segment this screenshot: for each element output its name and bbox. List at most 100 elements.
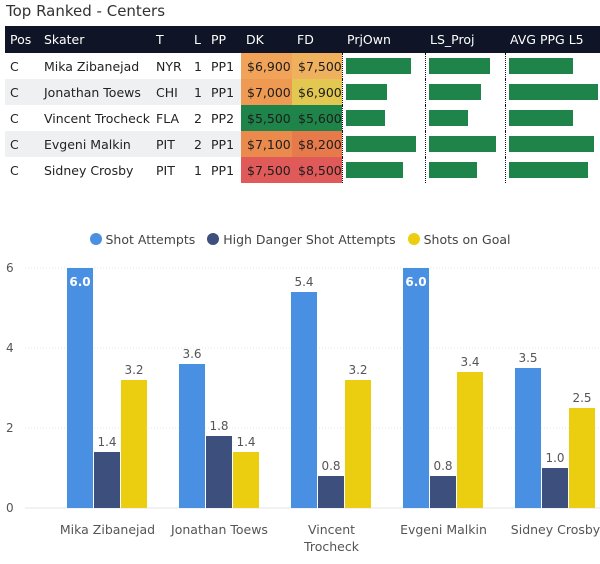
col-header-pp[interactable]: PP [206, 26, 241, 53]
legend-label: High Danger Shot Attempts [223, 232, 396, 247]
legend-item-shot-attempts[interactable]: Shot Attempts [89, 232, 195, 247]
cell-line: 2 [194, 110, 202, 126]
ls-proj-data-bar [428, 84, 481, 100]
avg-ppg-l5-data-bar [508, 136, 594, 152]
shots-bar-chart: 0 2 4 6 6.0 1.4 3.2 Mika Zibanejad 3.6 1.8 1.4 Jona… [6, 261, 600, 554]
bar-2-1 [233, 452, 259, 508]
col-header-skater[interactable]: Skater [39, 26, 151, 53]
cell-prjown-bar [341, 131, 425, 157]
table-row[interactable]: C Evgeni Malkin PIT 2 PP1 $7,100 $8,200 [5, 131, 600, 157]
cell-prjown-bar [341, 157, 425, 183]
cell-pp: PP1 [206, 131, 241, 157]
cell-dk-salary: $7,000 [241, 79, 292, 105]
cell-line: 1 [194, 162, 202, 178]
cell-team: PIT [151, 131, 189, 157]
cell-ls-proj-bar [424, 131, 505, 157]
cell-ls-proj-bar [424, 53, 505, 79]
cell-prjown-bar [341, 105, 425, 131]
bar-1-1 [206, 436, 232, 508]
cell-pos: C [5, 79, 39, 105]
bar-0-1 [179, 364, 205, 508]
x-tick-label: Sidney Crosby [511, 522, 600, 537]
table-header-row: Pos Skater T L PP DK FD PrjOwn LS_Proj A… [5, 26, 600, 53]
bar-1-4 [542, 468, 568, 508]
table-row[interactable]: C Vincent Trocheck FLA 2 PP2 $5,500 $5,600 [5, 105, 600, 131]
col-header-avg-ppg-l5[interactable]: AVG PPG L5 [505, 26, 600, 53]
bar-1-0 [94, 452, 120, 508]
cell-line: 2 [189, 131, 206, 157]
bar-1-3 [430, 476, 456, 508]
legend-label: Shots on Goal [423, 232, 511, 247]
cell-prjown-bar [341, 53, 425, 79]
col-header-fd[interactable]: FD [292, 26, 342, 53]
cell-dk-salary: $5,500 [241, 105, 292, 131]
cell-avg-ppg-l5-bar [504, 157, 600, 183]
legend-dot-icon [89, 233, 102, 245]
bar-2-2 [345, 380, 371, 508]
legend-dot-icon [407, 233, 420, 245]
cell-ls-proj-bar [424, 157, 505, 183]
data-label: 3.4 [460, 355, 479, 369]
cell-pp: PP1 [211, 162, 235, 178]
cell-prjown-bar [341, 79, 425, 105]
table-row[interactable]: C Jonathan Toews CHI 1 PP1 $7,000 $6,900 [5, 79, 600, 105]
data-label: 1.4 [97, 435, 116, 449]
cell-skater: Evgeni Malkin [39, 131, 151, 157]
bar-2-3 [457, 372, 483, 508]
bar-2-0 [121, 380, 147, 508]
cell-skater: Vincent Trocheck [44, 110, 150, 126]
legend-item-shots-on-goal[interactable]: Shots on Goal [407, 232, 511, 247]
bar-0-2 [291, 292, 317, 508]
table-row[interactable]: C Sidney Crosby PIT 1 PP1 $7,500 $8,500 [5, 157, 600, 183]
data-label: 1.8 [209, 419, 228, 433]
col-header-team[interactable]: T [151, 26, 189, 53]
col-header-dk[interactable]: DK [241, 26, 292, 53]
col-header-pos[interactable]: Pos [5, 26, 39, 53]
cell-team: FLA [156, 110, 179, 126]
data-label: 1.4 [236, 435, 255, 449]
cell-avg-ppg-l5-bar [504, 53, 600, 79]
prjown-data-bar [345, 162, 403, 178]
cell-team: CHI [151, 79, 189, 105]
prjown-data-bar [345, 58, 412, 74]
bar-0-4 [515, 368, 541, 508]
y-tick-label: 0 [6, 501, 14, 515]
ls-proj-data-bar [428, 58, 491, 74]
x-tick-label: Vincent [308, 522, 355, 537]
ls-proj-data-bar [428, 110, 468, 126]
col-header-prjown[interactable]: PrjOwn [342, 26, 425, 53]
cell-ls-proj-bar [424, 79, 505, 105]
y-tick-label: 2 [6, 421, 14, 435]
data-label: 0.8 [433, 459, 452, 473]
data-label: 3.6 [182, 347, 201, 361]
legend-dot-icon [207, 233, 220, 245]
cell-team: PIT [156, 162, 175, 178]
cell-fd-salary: $5,600 [292, 105, 342, 131]
cell-line: 1 [189, 79, 206, 105]
data-label: 6.0 [69, 275, 90, 289]
top-ranked-table: Pos Skater T L PP DK FD PrjOwn LS_Proj A… [5, 26, 600, 183]
cell-skater: Jonathan Toews [39, 79, 151, 105]
cell-skater: Mika Zibanejad [44, 58, 140, 74]
x-tick-label: Evgeni Malkin [400, 522, 487, 537]
data-label: 3.2 [124, 363, 143, 377]
legend-item-high-danger[interactable]: High Danger Shot Attempts [207, 232, 396, 247]
data-label: 0.8 [321, 459, 340, 473]
cell-fd-salary: $8,200 [292, 131, 342, 157]
cell-dk-salary: $7,100 [241, 131, 292, 157]
x-tick-label: Mika Zibanejad [60, 522, 155, 537]
prjown-data-bar [345, 84, 387, 100]
cell-avg-ppg-l5-bar [504, 105, 600, 131]
cell-pos: C [10, 58, 19, 74]
avg-ppg-l5-data-bar [508, 84, 599, 100]
cell-line: 1 [194, 58, 202, 74]
cell-team: NYR [156, 58, 182, 74]
avg-ppg-l5-data-bar [508, 162, 588, 178]
table-row[interactable]: C Mika Zibanejad NYR 1 PP1 $6,900 $7,500 [5, 53, 600, 79]
cell-fd-salary: $7,500 [292, 53, 342, 79]
cell-fd-salary: $8,500 [292, 157, 342, 183]
y-tick-label: 4 [6, 341, 14, 355]
col-header-ls-proj[interactable]: LS_Proj [425, 26, 505, 53]
avg-ppg-l5-data-bar [508, 110, 573, 126]
col-header-line[interactable]: L [189, 26, 206, 53]
